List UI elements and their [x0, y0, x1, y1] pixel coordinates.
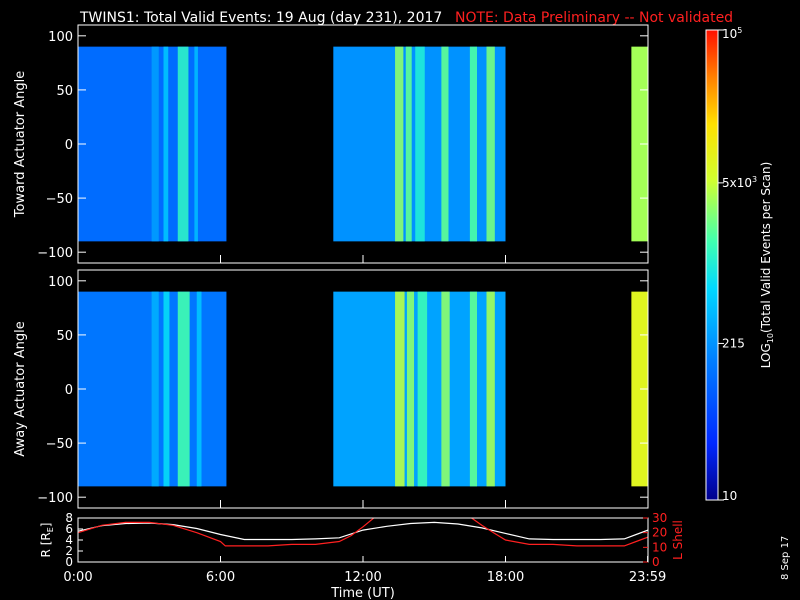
y-tick-label: 4 [65, 533, 73, 547]
data-stripe-8 [469, 291, 477, 487]
colorbar-label: LOG10(Total Valid Events per Scan) [759, 162, 775, 369]
y2-tick-label: 10 [652, 540, 667, 554]
y2-tick-label: 0 [652, 555, 660, 569]
y-tick-label: 50 [56, 329, 73, 344]
colorbar-tick-label: 10 [722, 489, 737, 503]
data-block-2 [631, 46, 648, 242]
data-stripe-6 [417, 291, 428, 487]
data-stripe-2 [177, 46, 189, 242]
y-tick-label: −100 [37, 491, 73, 506]
data-stripe-3 [196, 291, 202, 487]
x-tick-label: 18:00 [487, 570, 524, 585]
colorbar: 105 5x103 215 10 LOG10(Total Valid Events pe… [705, 26, 775, 503]
x-tick-label: 12:00 [344, 570, 381, 585]
orbit-y2-label: L Shell [671, 520, 685, 560]
data-stripe-6 [415, 46, 425, 242]
data-stripe-0 [151, 291, 159, 487]
y-tick-label: 6 [65, 522, 73, 536]
data-block-2 [631, 291, 648, 487]
y-tick-label: −50 [46, 192, 73, 207]
data-stripe-7 [441, 46, 449, 242]
data-stripe-9 [486, 291, 495, 487]
data-stripe-9 [486, 46, 495, 242]
x-axis-label: Time (UT) [330, 586, 395, 600]
y-tick-label: 2 [65, 544, 73, 558]
away-heatmap-panel: 100 50 0 −50 −100 Away Actuator Angle [13, 269, 649, 509]
x-tick-label: 6:00 [206, 570, 235, 585]
colorbar-gradient [705, 29, 719, 501]
radius-line [78, 521, 648, 541]
date-stamp: 8 Sep 17 [780, 536, 791, 580]
colorbar-tick-label: 215 [722, 336, 745, 350]
data-stripe-4 [395, 291, 405, 487]
y-tick-label: 8 [65, 511, 73, 525]
data-stripe-2 [177, 291, 190, 487]
x-tick-label: 23:59 [629, 570, 666, 585]
toward-heatmap-panel: 100 50 0 −50 −100 Toward Actuator Angle [13, 24, 649, 264]
data-stripe-1 [163, 46, 169, 242]
y-tick-label: 100 [48, 275, 73, 290]
data-stripe-5 [406, 291, 415, 487]
y-tick-label: −100 [37, 246, 73, 261]
y2-tick-label: 30 [652, 511, 667, 525]
y-tick-label: 0 [65, 138, 73, 153]
y-tick-label: 0 [65, 383, 73, 398]
y-axis-label: Toward Actuator Angle [13, 71, 28, 218]
data-stripe-0 [151, 46, 159, 242]
chart-title: TWINS1: Total Valid Events: 19 Aug (day … [79, 10, 442, 26]
data-stripe-5 [405, 46, 412, 242]
y-axis-label: Away Actuator Angle [13, 321, 28, 456]
y-tick-label: −50 [46, 437, 73, 452]
preliminary-note: NOTE: Data Preliminary -- Not validated [455, 10, 733, 26]
data-stripe-1 [163, 291, 170, 487]
colorbar-tick-label: 105 [722, 26, 742, 41]
lshell-line [78, 518, 648, 547]
data-stripe-8 [469, 46, 477, 242]
colorbar-tick-label: 5x103 [722, 175, 757, 190]
orbit-y-label: R [RE] [39, 523, 55, 558]
data-stripe-7 [441, 291, 450, 487]
x-tick-label: 0:00 [63, 570, 92, 585]
y2-tick-label: 20 [652, 526, 667, 540]
data-stripe-3 [194, 46, 198, 242]
y-tick-label: 0 [65, 555, 73, 569]
data-stripe-4 [395, 46, 404, 242]
y-tick-label: 50 [56, 84, 73, 99]
y-tick-label: 100 [48, 30, 73, 45]
